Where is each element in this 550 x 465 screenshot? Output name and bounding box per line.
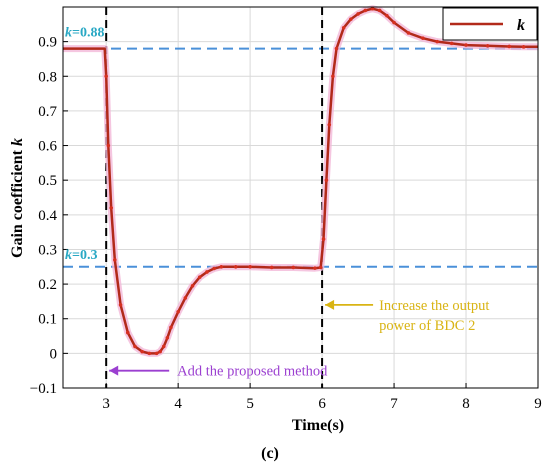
series-point: [321, 237, 326, 241]
series-point: [165, 335, 170, 340]
series-point: [507, 44, 512, 49]
series-point: [212, 266, 216, 271]
x-tick-label: 7: [390, 396, 398, 412]
y-tick-label: 0.8: [38, 69, 57, 85]
y-tick-label: 0.1: [38, 312, 57, 328]
arrowhead-add-method: [109, 365, 119, 376]
series-point: [104, 74, 108, 79]
y-tick-label: 0: [50, 346, 58, 362]
x-axis-label: Time(s): [292, 417, 344, 434]
x-tick-label: 4: [174, 396, 182, 412]
series-point: [327, 122, 332, 127]
series-point: [169, 325, 173, 330]
series-point: [248, 264, 252, 269]
series-point: [269, 265, 274, 270]
series-point: [363, 8, 368, 13]
series-point: [392, 20, 396, 25]
series-point: [161, 344, 166, 349]
series-point: [349, 17, 353, 21]
y-tick-label: 0.6: [38, 139, 57, 155]
series-point: [219, 264, 224, 269]
series-point: [435, 39, 440, 44]
x-tick-label: 3: [102, 396, 110, 412]
series-point: [421, 36, 425, 40]
reference-lines: [63, 7, 538, 388]
legend: k: [442, 7, 538, 41]
series-point: [190, 284, 195, 288]
y-tick-label: 0.9: [38, 35, 57, 51]
series-point: [464, 43, 468, 47]
series-point: [118, 303, 123, 307]
y-axis-label: Gain coefficient k: [9, 138, 26, 258]
y-tick-label: 0.5: [38, 173, 57, 189]
series-point: [113, 258, 117, 262]
series-point: [109, 206, 114, 210]
plot-frame: [62, 6, 539, 389]
series-point: [341, 25, 346, 30]
annotation-increase-power-line: Increase the output: [379, 298, 489, 314]
series-point: [521, 45, 526, 49]
series-point: [324, 178, 329, 182]
x-tick-label: 9: [534, 396, 542, 412]
legend-label: k: [517, 17, 525, 34]
x-tick-label: 8: [462, 396, 470, 412]
y-tick-label: 0.3: [38, 242, 57, 258]
series-point: [485, 43, 490, 48]
series-point: [158, 349, 162, 354]
annotations: k=0.88 k=0.3 Add the proposed method Increa…: [65, 26, 489, 380]
series-point: [385, 13, 389, 18]
y-tick-label: 0.7: [38, 104, 57, 120]
series-point: [233, 264, 238, 269]
series-point: [176, 310, 180, 314]
series-point: [106, 143, 111, 148]
x-tick-label: 5: [246, 396, 254, 412]
series-point: [406, 31, 411, 35]
tick-labels: 3 4 5 6 7 8 9 −0.1 0 0.1 0.2 0.3 0.4 0.5 0.6 0.7 0.8 0.9: [30, 35, 542, 412]
series-point: [313, 266, 317, 270]
series-point: [318, 265, 323, 270]
series-point: [370, 6, 375, 11]
annotation-increase-power-line: power of BDC 2: [379, 318, 475, 334]
series-point: [140, 349, 144, 354]
annotation-k=0.88: k=0.88: [65, 26, 104, 41]
series-point: [377, 8, 382, 13]
annotation-add-method: Add the proposed method: [177, 364, 328, 380]
arrowhead-increase-power: [325, 299, 335, 310]
grid: [63, 7, 539, 389]
series-point: [356, 12, 360, 16]
series-point: [331, 74, 335, 79]
series-point: [183, 296, 188, 300]
series-point: [133, 344, 137, 349]
axes: [62, 6, 539, 389]
series-point: [334, 46, 339, 51]
y-tick-label: −0.1: [30, 381, 57, 397]
figure-caption: (c): [261, 445, 279, 462]
series-layer: [63, 5, 538, 357]
x-tick-label: 6: [318, 396, 326, 412]
series-point: [125, 330, 130, 335]
series-point: [449, 41, 454, 46]
y-tick-label: 0.2: [38, 277, 57, 293]
series-point: [291, 265, 296, 270]
series-point: [197, 275, 202, 279]
annotation-k=0.3: k=0.3: [65, 248, 97, 263]
series-point: [147, 351, 152, 356]
series-point: [154, 351, 159, 356]
series-point: [205, 270, 209, 274]
y-tick-label: 0.4: [38, 208, 57, 224]
